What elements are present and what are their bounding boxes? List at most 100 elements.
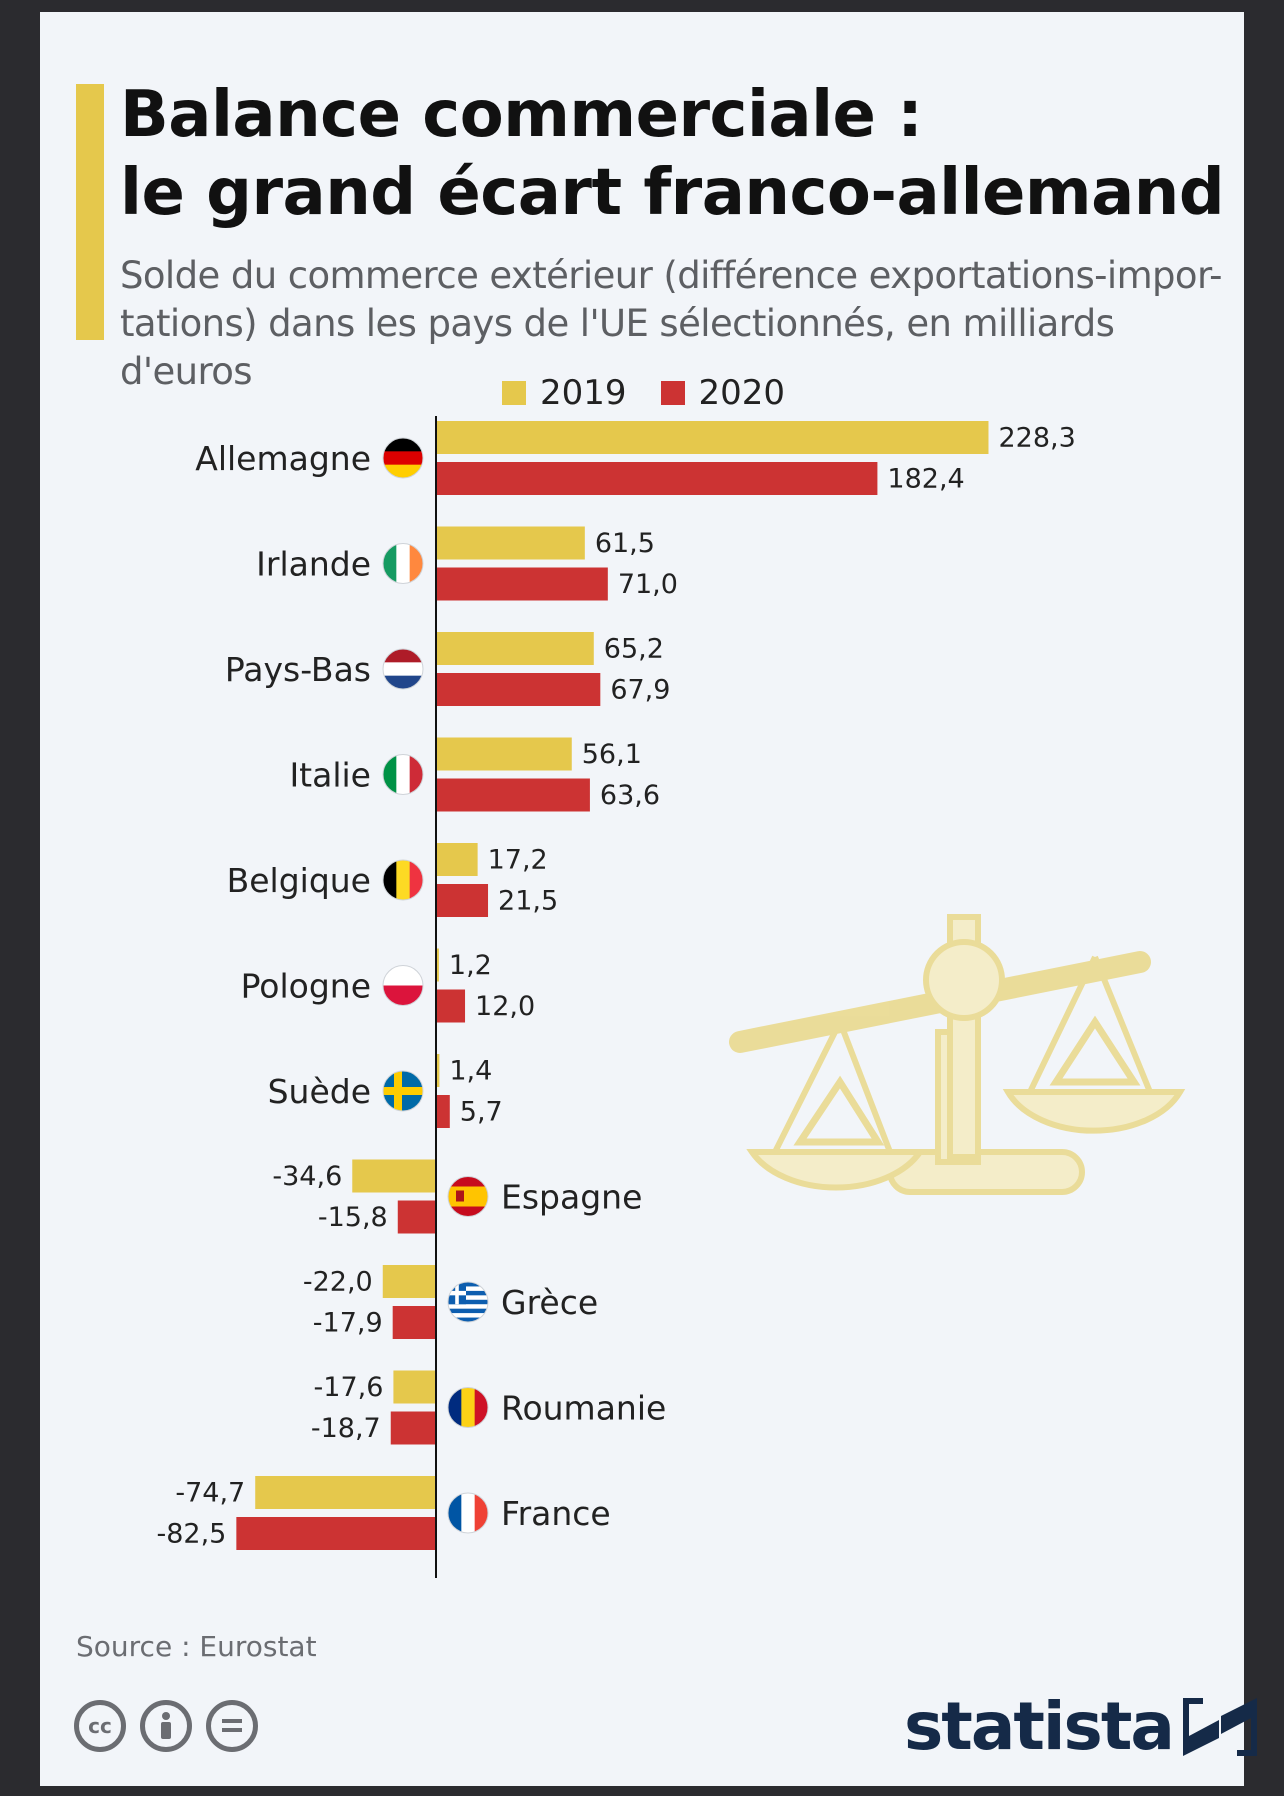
germany-flag-icon <box>383 438 423 478</box>
bar-allemagne-2019 <box>436 421 989 454</box>
value-label-irlande-2019: 61,5 <box>595 528 655 559</box>
statista-logo: statista <box>904 1688 1257 1765</box>
greece-flag-icon <box>448 1282 488 1322</box>
spain-flag-icon-outline <box>447 1176 489 1217</box>
value-label-pays-bas-2019: 65,2 <box>604 634 664 665</box>
category-label-allemagne: Allemagne <box>195 439 371 478</box>
category-label-grèce: Grèce <box>501 1283 598 1322</box>
category-label-pays-bas: Pays-Bas <box>225 650 371 689</box>
value-label-belgique-2019: 17,2 <box>488 845 548 876</box>
chart-title: Balance commerciale : le grand écart fra… <box>120 76 1230 232</box>
bar-espagne-2019 <box>352 1159 436 1193</box>
chart-subtitle: Solde du commerce extérieur (différence … <box>120 252 1230 396</box>
value-label-irlande-2020: 71,0 <box>618 569 678 600</box>
bar-france-2020 <box>236 1517 436 1550</box>
france-flag-icon-outline <box>447 1492 489 1534</box>
statista-logo-text: statista <box>904 1688 1175 1765</box>
legend-item-2019: 2019 <box>502 373 627 413</box>
title-accent-bar <box>76 84 104 340</box>
category-label-italie: Italie <box>289 756 371 795</box>
bar-pologne-2019 <box>436 948 439 982</box>
value-label-suède-2020: 5,7 <box>460 1097 503 1128</box>
chart-title-line-1: Balance commerciale : <box>120 78 923 152</box>
germany-flag-icon-outline <box>382 437 424 479</box>
no-derivatives-icon <box>206 1700 258 1752</box>
bar-pays-bas-2020 <box>436 673 601 706</box>
value-label-grèce-2019: -22,0 <box>303 1267 373 1298</box>
legend-label-2019: 2019 <box>540 373 627 413</box>
category-label-pologne: Pologne <box>241 967 371 1006</box>
ireland-flag-icon <box>383 543 423 584</box>
chart-subtitle-line-2: tations) dans les pays de l'UE sélection… <box>120 302 1115 393</box>
italy-flag-icon <box>383 754 423 795</box>
value-label-roumanie-2020: -18,7 <box>311 1413 381 1444</box>
bar-suède-2019 <box>436 1054 440 1087</box>
bar-pays-bas-2019 <box>436 632 594 665</box>
bar-suède-2020 <box>436 1095 450 1128</box>
bar-italie-2020 <box>436 778 590 812</box>
greece-flag-icon-outline <box>447 1281 489 1323</box>
category-label-espagne: Espagne <box>501 1178 642 1217</box>
sweden-flag-icon-outline <box>382 1070 424 1112</box>
value-label-grèce-2020: -17,9 <box>313 1308 383 1339</box>
attribution-icon <box>140 1700 192 1752</box>
belgium-flag-icon-outline <box>382 859 424 901</box>
bar-chart: 228,3 182,4 Allemagne 61,5 71,0 Irlande 65,2 67… <box>156 416 1186 1578</box>
bar-roumanie-2020 <box>390 1411 436 1445</box>
chart-title-line-2: le grand écart franco-allemand <box>120 156 1225 230</box>
romania-flag-icon-outline <box>447 1387 489 1428</box>
poland-flag-icon-outline <box>382 965 424 1006</box>
sweden-flag-icon <box>383 1071 423 1111</box>
bar-italie-2019 <box>436 737 572 771</box>
value-label-allemagne-2020: 182,4 <box>887 464 964 495</box>
infographic-card: Balance commerciale : le grand écart fra… <box>40 12 1257 1786</box>
legend-label-2020: 2020 <box>698 373 786 413</box>
belgium-flag-icon <box>383 860 423 900</box>
value-label-france-2020: -82,5 <box>156 1519 226 1550</box>
value-label-pologne-2019: 1,2 <box>449 950 492 981</box>
spain-flag-icon <box>448 1176 488 1217</box>
value-label-belgique-2020: 21,5 <box>498 886 558 917</box>
value-label-suède-2019: 1,4 <box>449 1056 492 1087</box>
category-label-irlande: Irlande <box>256 545 371 584</box>
bar-espagne-2020 <box>397 1200 436 1234</box>
value-label-roumanie-2019: -17,6 <box>314 1372 384 1403</box>
value-label-pologne-2020: 12,0 <box>475 991 535 1022</box>
netherlands-flag-icon <box>383 649 423 689</box>
legend-swatch-2019 <box>502 381 526 405</box>
netherlands-flag-icon-outline <box>382 648 424 690</box>
bar-grèce-2019 <box>382 1265 436 1298</box>
category-label-suède: Suède <box>268 1072 371 1111</box>
creative-commons-icon: cc <box>74 1700 126 1752</box>
poland-flag-icon <box>383 965 423 1006</box>
category-label-france: France <box>501 1494 611 1533</box>
romania-flag-icon <box>448 1387 488 1428</box>
license-icons: cc <box>74 1700 258 1752</box>
value-label-espagne-2019: -34,6 <box>272 1161 342 1192</box>
bar-irlande-2020 <box>436 567 608 601</box>
france-flag-icon <box>448 1493 488 1533</box>
value-label-italie-2019: 56,1 <box>582 739 642 770</box>
ireland-flag-icon-outline <box>382 543 424 584</box>
value-label-pays-bas-2020: 67,9 <box>610 675 670 706</box>
bar-grèce-2020 <box>392 1306 436 1339</box>
italy-flag-icon-outline <box>382 754 424 795</box>
source-note: Source : Eurostat <box>76 1630 317 1663</box>
legend-swatch-2020 <box>660 381 685 405</box>
legend-item-2020: 2020 <box>660 373 786 413</box>
bar-belgique-2019 <box>436 843 478 876</box>
bar-pologne-2020 <box>436 989 466 1023</box>
bar-allemagne-2020 <box>436 462 878 495</box>
bar-belgique-2020 <box>436 884 489 917</box>
bar-roumanie-2019 <box>393 1370 436 1404</box>
value-label-italie-2020: 63,6 <box>600 780 660 811</box>
bar-irlande-2019 <box>436 526 585 560</box>
category-label-roumanie: Roumanie <box>501 1389 666 1428</box>
value-label-allemagne-2019: 228,3 <box>998 423 1075 454</box>
chart-subtitle-line-1: Solde du commerce extérieur (différence … <box>120 254 1223 297</box>
scale-balance-icon <box>729 914 1186 1195</box>
chart-legend: 2019 2020 <box>502 370 785 416</box>
statista-logo-icon <box>1182 1697 1257 1756</box>
category-label-belgique: Belgique <box>227 861 371 900</box>
bar-france-2019 <box>255 1476 436 1509</box>
